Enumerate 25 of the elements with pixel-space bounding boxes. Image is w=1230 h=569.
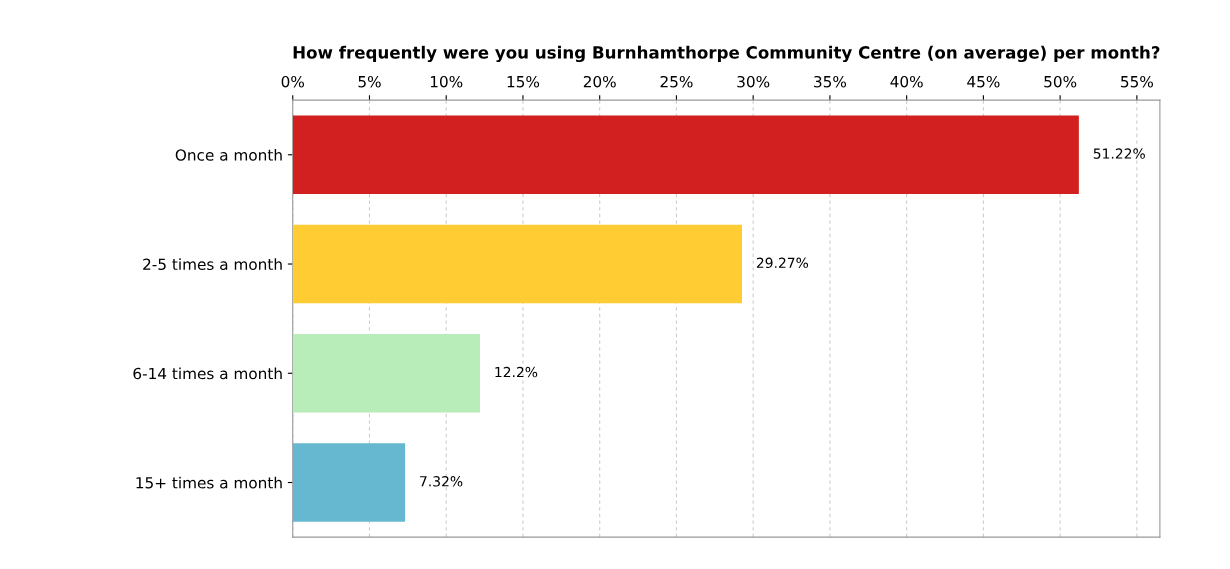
x-tick-label: 50% [1044, 75, 1077, 88]
x-tick-label: 10% [430, 75, 463, 88]
data-label: 51.22% [1093, 148, 1145, 159]
chart-title: How frequently were you using Burnhamthorpe Community Centre (on average) per month? [293, 45, 1160, 63]
x-tick-label: 5% [358, 75, 381, 88]
x-tick-label: 20% [583, 75, 616, 88]
x-tick-label: 40% [890, 75, 923, 88]
x-tick-label: 55% [1121, 75, 1153, 88]
y-tick-label: 6-14 times a month [133, 367, 282, 380]
data-label: 12.2% [495, 366, 538, 378]
x-tick-label: 25% [660, 75, 693, 88]
y-tick-label: Once a month [175, 148, 282, 161]
x-tick-label: 35% [814, 75, 847, 88]
x-tick-label: 0% [281, 75, 305, 88]
bar [292, 224, 742, 304]
bar [292, 115, 1079, 195]
bar [292, 333, 480, 413]
x-tick-label: 15% [507, 75, 540, 88]
data-label: 7.32% [420, 476, 463, 487]
bar [292, 443, 406, 522]
x-tick-label: 45% [967, 75, 1000, 88]
x-tick-label: 30% [737, 75, 770, 88]
y-tick-label: 15+ times a month [136, 476, 282, 489]
y-tick-label: 2-5 times a month [143, 258, 282, 271]
data-label: 29.27% [756, 257, 809, 269]
